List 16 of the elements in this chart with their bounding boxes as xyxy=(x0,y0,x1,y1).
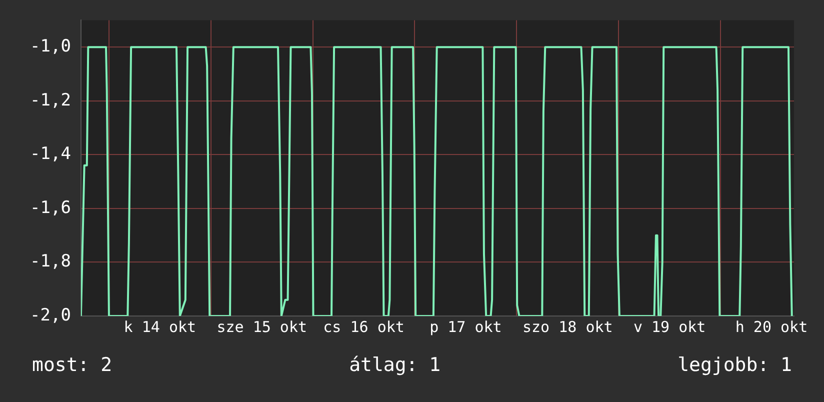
y-tick-label: -1,4 xyxy=(30,144,71,164)
x-tick-label: k 14 okt xyxy=(124,318,196,336)
y-tick-label: -1,6 xyxy=(30,198,71,218)
y-tick-label: -2,0 xyxy=(30,305,71,326)
x-tick-label: v 19 okt xyxy=(633,318,706,336)
text: most: 2 xyxy=(32,354,112,376)
text: legjobb: 1 xyxy=(678,354,792,376)
y-tick-label: -1,0 xyxy=(30,36,71,57)
x-tick-label: cs 16 okt xyxy=(323,318,404,336)
y-tick-label: -1,2 xyxy=(30,90,71,110)
y-tick-label: -1,8 xyxy=(30,252,71,272)
x-tick-label: szo 18 okt xyxy=(522,318,613,336)
x-tick-label: h 20 okt xyxy=(735,318,808,336)
x-tick-label: p 17 okt xyxy=(430,318,502,336)
text: átlag: 1 xyxy=(349,354,441,376)
x-tick-label: sze 15 okt xyxy=(216,318,308,336)
